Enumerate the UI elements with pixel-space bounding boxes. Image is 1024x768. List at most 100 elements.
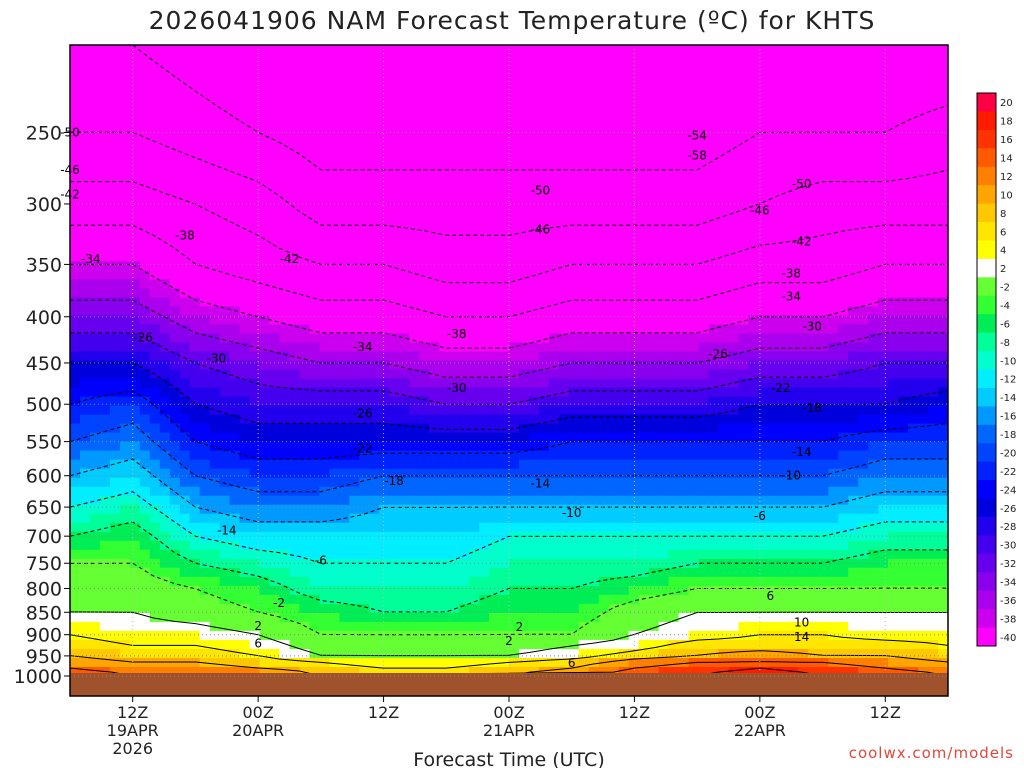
field-cell [728, 351, 740, 362]
field-cell [469, 495, 480, 506]
field-cell [70, 216, 81, 226]
field-cell [70, 261, 81, 271]
field-cell [80, 369, 91, 380]
field-cell [409, 279, 420, 289]
field-cell [648, 306, 660, 316]
field-cell [708, 369, 720, 380]
field-cell [618, 153, 630, 163]
field-cell [778, 81, 789, 91]
field-cell [209, 414, 221, 425]
field-cell [219, 225, 231, 235]
field-cell [529, 612, 540, 623]
field-cell [419, 513, 430, 524]
field-cell [249, 243, 261, 253]
field-cell [459, 396, 470, 407]
field-cell [409, 117, 420, 127]
field-cell [688, 513, 700, 524]
field-cell [678, 90, 690, 100]
field-cell [768, 261, 779, 271]
field-cell [419, 531, 430, 542]
field-cell [519, 396, 530, 407]
field-cell [389, 180, 400, 190]
field-cell [698, 450, 710, 461]
field-cell [439, 306, 450, 316]
field-cell [289, 342, 301, 353]
field-cell [359, 270, 370, 280]
field-cell [678, 396, 690, 407]
field-cell [249, 468, 261, 479]
field-cell [209, 360, 221, 371]
field-cell [568, 351, 580, 362]
field-cell [359, 288, 370, 298]
field-cell [558, 333, 570, 344]
field-cell [159, 333, 171, 344]
field-cell [598, 441, 610, 452]
field-cell [399, 414, 410, 425]
field-cell [698, 306, 710, 316]
field-cell [718, 216, 730, 226]
field-cell [209, 450, 221, 461]
field-cell [648, 63, 660, 73]
field-cell [578, 423, 590, 434]
field-cell [289, 279, 301, 289]
field-cell [479, 558, 490, 569]
field-cell [728, 144, 740, 154]
field-cell [239, 459, 251, 470]
field-cell [149, 423, 161, 434]
field-cell [718, 45, 730, 55]
field-cell [668, 342, 680, 353]
field-cell [99, 576, 111, 587]
field-cell [529, 288, 540, 298]
field-cell [509, 549, 520, 560]
field-cell [219, 468, 231, 479]
field-cell [90, 549, 101, 560]
field-cell [598, 585, 610, 596]
field-cell [499, 549, 510, 560]
field-cell [678, 432, 690, 443]
field-cell [668, 369, 680, 380]
field-cell [568, 378, 580, 389]
field-cell [70, 585, 81, 596]
field-cell [648, 135, 660, 145]
field-cell [459, 180, 470, 190]
field-cell [588, 432, 600, 443]
field-cell [409, 198, 420, 208]
field-cell [598, 198, 610, 208]
field-cell [748, 198, 760, 208]
field-cell [249, 477, 261, 488]
field-cell [399, 117, 410, 127]
field-cell [449, 72, 460, 82]
field-cell [289, 225, 301, 235]
field-cell [279, 441, 291, 452]
field-cell [279, 324, 291, 334]
field-cell [698, 649, 710, 659]
field-cell [698, 459, 710, 470]
field-cell [538, 360, 550, 371]
field-cell [588, 513, 600, 524]
field-cell [119, 414, 131, 425]
field-cell [409, 243, 420, 253]
field-cell [568, 342, 580, 353]
field-cell [678, 225, 690, 235]
field-cell [239, 63, 251, 73]
field-cell [479, 531, 490, 542]
field-cell [568, 667, 580, 677]
field-cell [479, 297, 490, 307]
field-cell [80, 99, 91, 109]
field-cell [439, 667, 450, 677]
field-cell [90, 649, 101, 659]
field-cell [688, 216, 700, 226]
field-cell [169, 180, 181, 190]
field-cell [159, 468, 171, 479]
field-cell [169, 567, 181, 578]
field-cell [728, 477, 740, 488]
field-cell [469, 144, 480, 154]
field-cell [568, 117, 580, 127]
field-cell [538, 315, 550, 325]
field-cell [109, 486, 121, 497]
field-cell [259, 658, 271, 668]
field-cell [648, 504, 660, 515]
field-cell [678, 261, 690, 271]
field-cell [189, 342, 201, 353]
field-cell [90, 261, 101, 271]
